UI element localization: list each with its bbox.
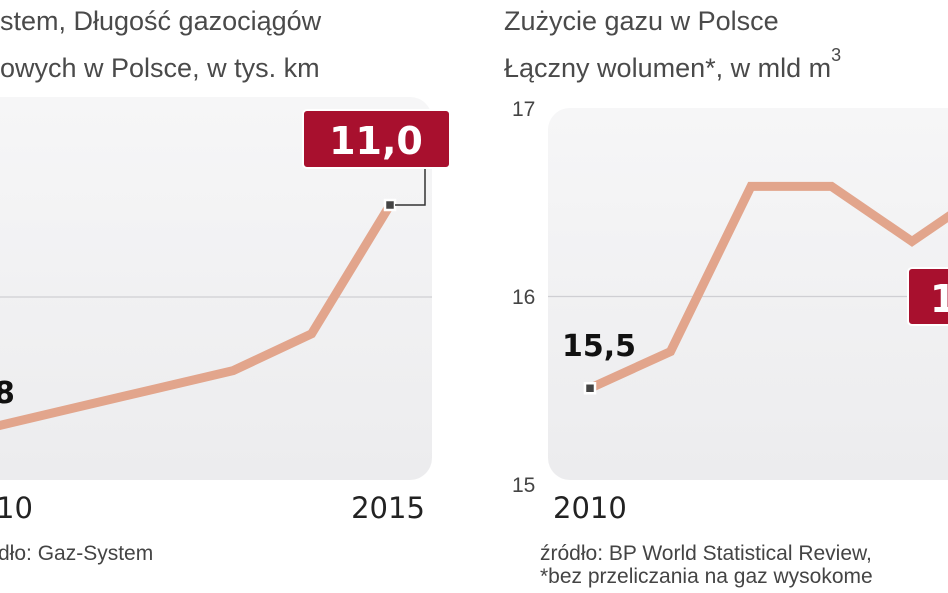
right-start-value-label: 15,5: [562, 329, 636, 364]
right-source-line-1: źródło: BP World Statistical Review,: [540, 542, 872, 565]
data-point-marker-2015: [383, 198, 397, 212]
left-end-value-label: 11,0: [329, 119, 423, 163]
left-x-tick-end: 2015: [351, 491, 425, 525]
left-start-value-label: 8: [0, 376, 15, 411]
left-source: dło: Gaz-System: [0, 542, 153, 565]
right-title-text: Łączny wolumen*, w mld m: [504, 53, 831, 83]
right-source-line-2: *bez przeliczania na gaz wysokome: [540, 565, 873, 588]
right-x-tick-start: 2010: [553, 491, 627, 525]
left-series-line: [0, 202, 394, 430]
right-end-value-box: [907, 267, 948, 326]
right-end-value-label: 1: [930, 277, 948, 321]
right-y-tick-15: 15: [512, 474, 535, 497]
left-title-line-1: stem, Długość gazociągów: [0, 6, 322, 36]
left-plot-area: [0, 97, 432, 480]
left-x-tick-start: 10: [0, 491, 33, 525]
right-title-superscript: 3: [831, 45, 841, 65]
left-end-value-box: [302, 109, 451, 169]
right-title-line-2: Łączny wolumen*, w mld m3: [504, 45, 841, 83]
left-label-connector: [395, 168, 426, 206]
right-chart: Zużycie gazu w Polsce Łączny wolumen*, w…: [504, 6, 948, 588]
right-series-line: [588, 181, 948, 393]
right-y-tick-16: 16: [512, 286, 535, 309]
right-plot-area: [548, 108, 948, 480]
data-point-marker-2010: [583, 382, 597, 395]
right-title-line-1: Zużycie gazu w Polsce: [504, 6, 779, 36]
left-title-line-2: owych w Polsce, w tys. km: [0, 53, 320, 83]
left-chart: stem, Długość gazociągów owych w Polsce,…: [0, 6, 451, 565]
right-y-tick-17: 17: [512, 98, 535, 121]
